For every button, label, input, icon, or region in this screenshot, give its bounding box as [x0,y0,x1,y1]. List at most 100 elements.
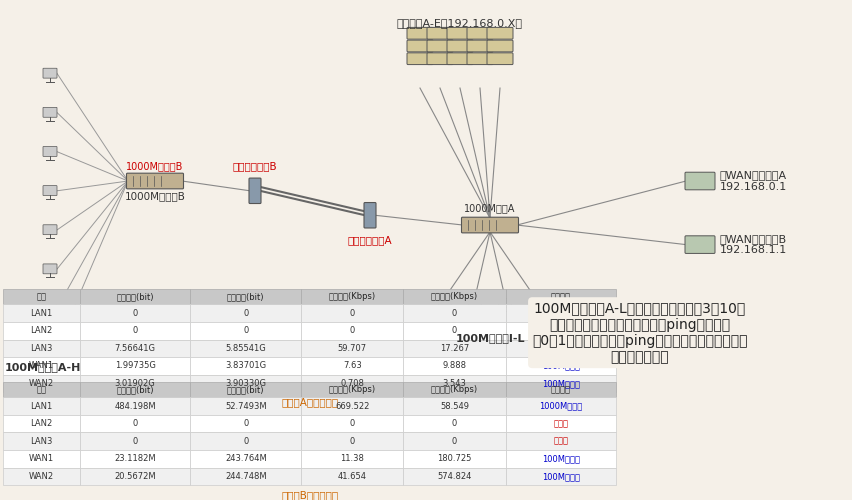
FancyBboxPatch shape [467,53,493,64]
FancyBboxPatch shape [487,28,513,39]
Text: 端口: 端口 [37,292,46,301]
Bar [3,415,80,432]
Text: 1.99735G: 1.99735G [115,362,156,370]
FancyBboxPatch shape [126,173,183,189]
Bar [3,357,80,375]
Bar [191,398,302,415]
Bar [506,304,617,322]
Text: 0: 0 [349,326,355,335]
Bar [3,375,80,392]
Bar [191,415,302,432]
Text: 100M口交换机A-L每个交换机下面接有3到10台
不等的电脑现在问题来了阶段性ping外网揩包
（0段1段都一样），而ping内网访问服务器均正常。
问题在哪: 100M口交换机A-L每个交换机下面接有3到10台 不等的电脑现在问题来了阶段性… [532,302,748,364]
Text: 路由器A的端口流量: 路由器A的端口流量 [281,398,338,407]
Bar [3,288,80,304]
Text: 1000M交换机B: 1000M交换机B [124,191,186,201]
Text: 端口: 端口 [37,385,46,394]
Bar [506,398,617,415]
FancyBboxPatch shape [487,40,513,52]
FancyBboxPatch shape [685,236,715,254]
Bar [80,432,191,450]
Bar [3,398,80,415]
FancyBboxPatch shape [447,28,473,39]
Text: 0: 0 [132,308,138,318]
Text: 发送速率(Kbps): 发送速率(Kbps) [329,385,376,394]
Bar [3,340,80,357]
Text: 0: 0 [349,419,355,428]
Text: 接收流量(bit): 接收流量(bit) [227,292,265,301]
Bar [302,304,404,322]
FancyBboxPatch shape [447,40,473,52]
Bar [80,322,191,340]
Text: 0: 0 [349,437,355,446]
Text: LAN2: LAN2 [30,419,53,428]
Bar [3,382,80,398]
Bar [80,398,191,415]
Bar [506,382,617,398]
Text: 100M交换机A-H: 100M交换机A-H [5,362,82,372]
FancyBboxPatch shape [43,225,57,234]
Text: 发送速率(Kbps): 发送速率(Kbps) [329,292,376,301]
Text: 180.725: 180.725 [437,454,472,464]
Bar [302,375,404,392]
Bar [80,288,191,304]
Text: LAN1: LAN1 [30,308,53,318]
Text: 1000M全双工: 1000M全双工 [539,402,583,410]
Text: 58.549: 58.549 [440,402,469,410]
Bar [404,322,506,340]
Bar [3,450,80,468]
Bar [506,375,617,392]
FancyBboxPatch shape [364,202,376,228]
Bar [506,450,617,468]
Text: 23.1182M: 23.1182M [114,454,156,464]
Text: 5.85541G: 5.85541G [226,344,266,353]
Bar [191,340,302,357]
Text: 发送流量(bit): 发送流量(bit) [117,385,154,394]
Text: 接收速率(Kbps): 接收速率(Kbps) [431,292,478,301]
Text: 0: 0 [452,326,458,335]
Bar [191,468,302,485]
FancyBboxPatch shape [685,172,715,190]
Bar [404,432,506,450]
Text: LAN3: LAN3 [30,344,53,353]
Bar [404,450,506,468]
FancyBboxPatch shape [469,298,481,308]
Text: 双模光收发器B: 双模光收发器B [233,161,277,171]
Bar [80,382,191,398]
Bar [302,468,404,485]
Text: 服务器群A-E（192.168.0.X）: 服务器群A-E（192.168.0.X） [397,18,523,28]
Text: 20.5672M: 20.5672M [114,472,156,481]
FancyBboxPatch shape [427,40,453,52]
Text: 52.7493M: 52.7493M [225,402,267,410]
Bar [506,432,617,450]
Text: 未连接: 未连接 [554,419,568,428]
Text: 网路状态: 网路状态 [551,292,571,301]
FancyBboxPatch shape [43,303,57,313]
Text: 0: 0 [132,437,138,446]
Text: 1000M全双工: 1000M全双工 [539,344,583,353]
Bar [302,340,404,357]
FancyBboxPatch shape [427,53,453,64]
Text: 9.888: 9.888 [442,362,467,370]
Text: LAN2: LAN2 [30,326,53,335]
Bar [191,432,302,450]
Bar [302,357,404,375]
Bar [191,288,302,304]
Bar [302,288,404,304]
Text: 0: 0 [243,308,249,318]
Text: 100M全双工: 100M全双工 [542,472,580,481]
Bar [80,304,191,322]
Bar [506,322,617,340]
Text: 0: 0 [452,437,458,446]
Bar [80,340,191,357]
Bar [506,468,617,485]
Bar [302,322,404,340]
Text: 双WAN口路由器A
192.168.0.1: 双WAN口路由器A 192.168.0.1 [720,170,787,192]
Text: 1000M交换机B: 1000M交换机B [126,161,184,171]
Bar [506,415,617,432]
FancyBboxPatch shape [43,342,57,352]
Text: 100M交换机I-L: 100M交换机I-L [455,332,525,342]
Text: LAN3: LAN3 [30,437,53,446]
Bar [3,468,80,485]
Bar [404,304,506,322]
Text: WAN1: WAN1 [29,362,54,370]
